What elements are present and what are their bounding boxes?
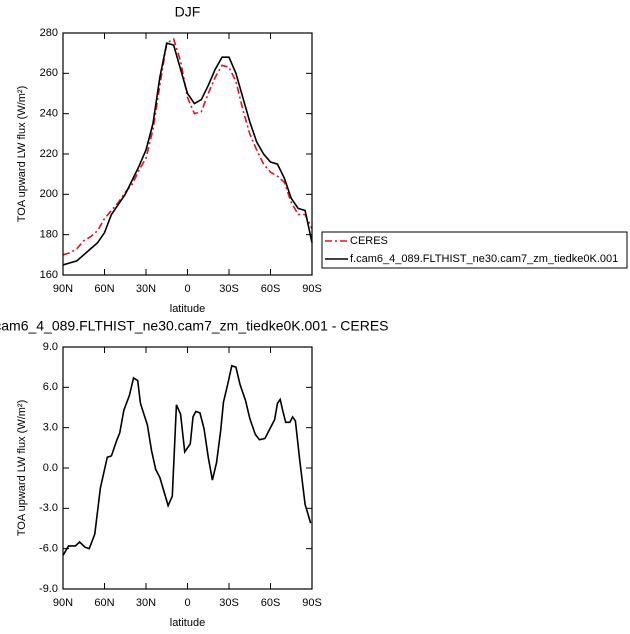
chart-title: f.cam6_4_089.FLTHIST_ne30.cam7_zm_tiedke… <box>0 318 389 334</box>
chart-title: DJF <box>175 4 201 20</box>
y-tick-label: 260 <box>40 67 58 79</box>
x-axis-label: latitude <box>170 303 205 315</box>
legend-box <box>321 231 628 269</box>
x-tick-label: 90N <box>53 597 73 609</box>
plot-frame <box>62 32 313 276</box>
legend-label: f.cam6_4_089.FLTHIST_ne30.cam7_zm_tiedke… <box>350 253 618 265</box>
x-tick-label: 30N <box>136 283 156 295</box>
y-tick-label: 240 <box>40 108 58 120</box>
x-tick-label: 60S <box>261 283 281 295</box>
data-line <box>62 42 313 266</box>
data-line <box>62 364 312 556</box>
y-tick-label: -6.0 <box>39 543 58 555</box>
x-tick-label: 0 <box>184 283 190 295</box>
y-tick-label: 180 <box>40 229 58 241</box>
x-tick-label: 30N <box>136 597 156 609</box>
y-tick-label: -9.0 <box>39 583 58 595</box>
x-tick-label: 30S <box>219 597 239 609</box>
x-axis-label: latitude <box>170 617 205 629</box>
data-line <box>62 37 313 256</box>
legend-label: CERES <box>350 235 388 247</box>
x-tick-label: 60N <box>94 597 114 609</box>
x-tick-label: 60N <box>94 283 114 295</box>
y-axis-label: TOA upward LW flux (W/m²) <box>16 86 28 223</box>
y-tick-label: 160 <box>40 269 58 281</box>
x-tick-label: 60S <box>261 597 281 609</box>
y-tick-label: 0.0 <box>43 462 58 474</box>
y-tick-label: -3.0 <box>39 502 58 514</box>
y-axis-label: TOA upward LW flux (W/m²) <box>16 400 28 537</box>
x-tick-label: 30S <box>219 283 239 295</box>
x-tick-label: 90S <box>302 283 322 295</box>
y-tick-label: 6.0 <box>43 381 58 393</box>
plot-frame <box>62 346 313 590</box>
y-tick-label: 280 <box>40 27 58 39</box>
y-tick-label: 9.0 <box>43 341 58 353</box>
x-tick-label: 90S <box>302 597 322 609</box>
y-tick-label: 3.0 <box>43 422 58 434</box>
x-tick-label: 90N <box>53 283 73 295</box>
y-tick-label: 200 <box>40 188 58 200</box>
x-tick-label: 0 <box>184 597 190 609</box>
y-tick-label: 220 <box>40 148 58 160</box>
